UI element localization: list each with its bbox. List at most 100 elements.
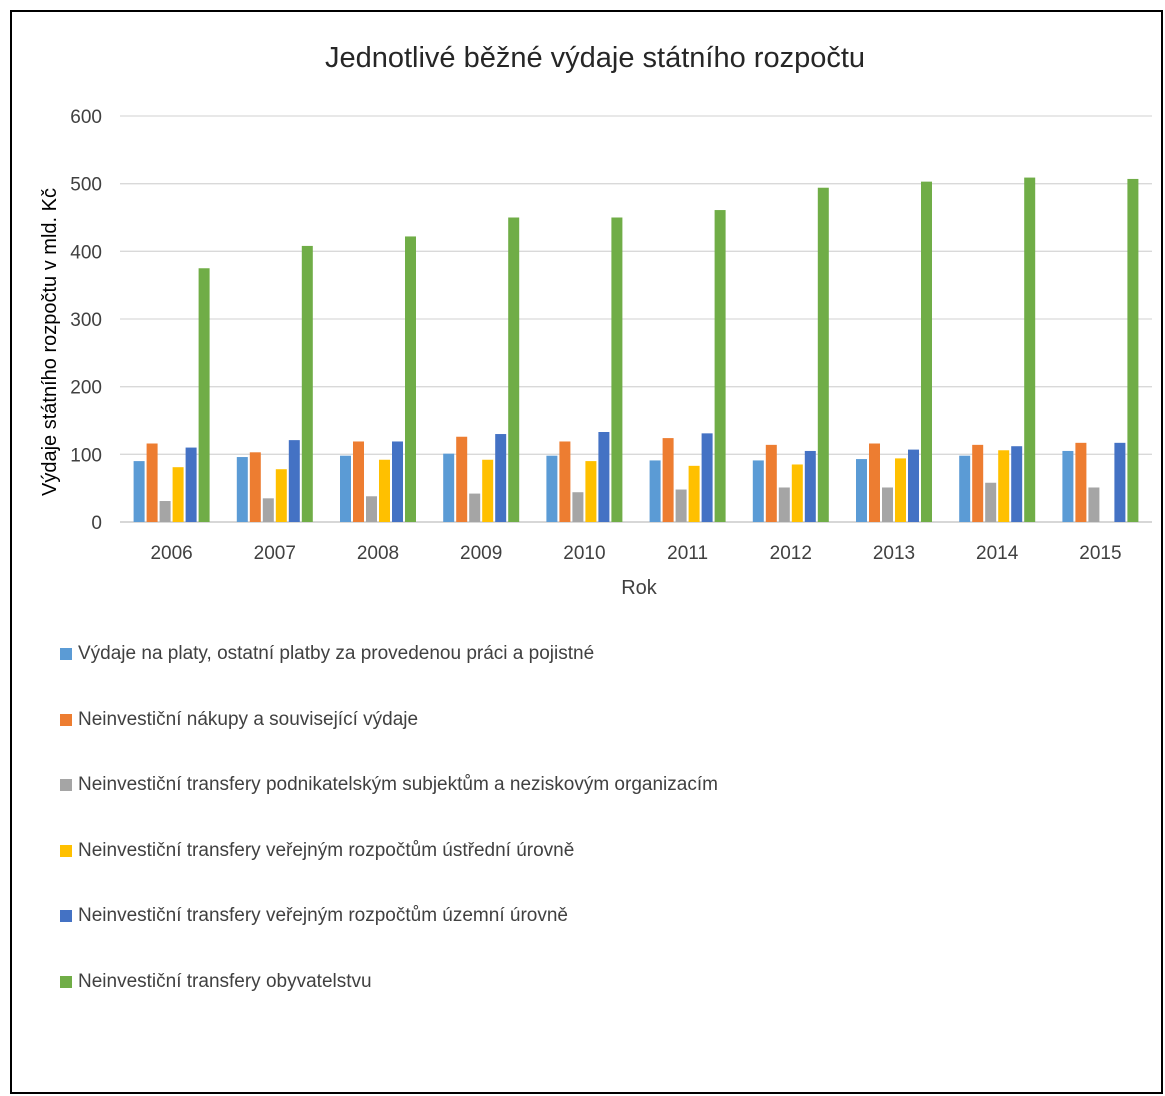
bar — [1127, 178, 1139, 522]
chart-svg: Jednotlivé běžné výdaje státního rozpočt… — [39, 42, 1152, 599]
bar — [649, 460, 661, 522]
y-tick-label: 600 — [70, 107, 102, 128]
x-tick-label: 2006 — [150, 543, 192, 564]
x-tick-label: 2014 — [976, 543, 1019, 564]
y-axis-ticks: 0 100 200 300 400 500 600 — [70, 107, 102, 534]
bar — [765, 444, 777, 522]
bar — [985, 482, 997, 522]
bar — [443, 453, 455, 522]
bar — [366, 496, 377, 522]
bar — [159, 501, 171, 522]
bar — [288, 440, 300, 522]
x-tick-label: 2009 — [460, 543, 502, 564]
bar — [405, 236, 416, 523]
bar — [262, 498, 274, 522]
bar — [340, 455, 351, 522]
legend-swatch — [60, 975, 72, 988]
bar — [1075, 442, 1087, 522]
bar — [701, 433, 713, 522]
legend-item: Neinvestiční transfery obyvatelstvu — [60, 970, 372, 994]
legend-swatch — [60, 713, 72, 726]
gridlines — [120, 115, 1152, 523]
legend-label: Výdaje na platy, ostatní platby za prove… — [78, 643, 595, 664]
bar — [714, 210, 726, 522]
legend-label: Neinvestiční transfery veřejným rozpočtů… — [78, 905, 568, 926]
bar — [546, 455, 558, 522]
y-tick-label: 400 — [70, 242, 102, 263]
bar — [198, 268, 210, 522]
bar — [972, 444, 984, 522]
bar — [869, 443, 880, 522]
legend-label: Neinvestiční transfery podnikatelským su… — [78, 774, 718, 795]
legend-label: Neinvestiční transfery obyvatelstvu — [78, 970, 372, 992]
bar — [353, 441, 364, 522]
bar — [1024, 177, 1036, 522]
bar — [1088, 487, 1100, 522]
legend-item: Neinvestiční nákupy a související výdaje — [60, 708, 418, 732]
bar — [895, 458, 906, 522]
y-tick-label: 200 — [70, 378, 102, 399]
bar — [456, 436, 468, 522]
x-tick-label: 2013 — [873, 543, 915, 564]
bar — [392, 441, 403, 522]
y-axis-label: Výdaje státního rozpočtu v mld. Kč — [39, 188, 61, 496]
bar — [559, 441, 571, 522]
x-tick-label: 2012 — [770, 543, 812, 564]
bar — [301, 245, 313, 523]
bar — [469, 493, 481, 522]
bar — [959, 455, 971, 522]
bar — [908, 449, 919, 522]
bar — [585, 461, 597, 522]
legend-label: Neinvestiční transfery veřejným rozpočtů… — [78, 839, 575, 861]
y-tick-label: 100 — [70, 445, 102, 466]
bars — [133, 177, 1139, 523]
bar — [998, 450, 1010, 522]
bar — [598, 432, 610, 522]
bar — [675, 489, 687, 522]
legend-label: Neinvestiční nákupy a související výdaje — [78, 708, 419, 730]
bar — [172, 467, 184, 522]
bar — [508, 217, 520, 522]
y-tick-label: 300 — [70, 310, 102, 331]
bar — [249, 452, 261, 522]
legend-swatch — [60, 910, 72, 922]
legend-swatch — [60, 648, 72, 660]
bar — [921, 181, 932, 523]
y-tick-label: 0 — [91, 513, 102, 534]
bar — [804, 450, 816, 522]
bar — [882, 487, 893, 522]
x-tick-label: 2011 — [667, 543, 708, 564]
bar — [572, 492, 584, 522]
bar — [752, 460, 764, 522]
bar — [817, 187, 829, 522]
bar — [146, 443, 158, 522]
bar — [133, 461, 145, 522]
bar — [1011, 446, 1023, 522]
bar — [275, 469, 287, 522]
bar — [778, 487, 790, 522]
bar — [1062, 450, 1074, 522]
x-tick-label: 2008 — [357, 543, 399, 564]
x-axis-ticks: 2006 2007 2008 2009 2010 2011 2012 2013 2014 2015 — [150, 543, 1121, 564]
chart-title: Jednotlivé běžné výdaje státního rozpočt… — [325, 42, 865, 74]
bar — [495, 434, 507, 522]
legend-swatch — [60, 779, 72, 791]
legend-item: Výdaje na platy, ostatní platby za prove… — [60, 642, 594, 666]
bar — [236, 457, 248, 522]
x-axis-label: Rok — [621, 577, 658, 599]
legend-item: Neinvestiční transfery veřejným rozpočtů… — [60, 904, 568, 928]
x-tick-label: 2015 — [1079, 543, 1121, 564]
bar — [482, 459, 494, 522]
bar — [688, 465, 700, 522]
bar — [791, 464, 803, 522]
bar — [662, 438, 674, 522]
bar — [611, 217, 623, 522]
legend-item: Neinvestiční transfery veřejným rozpočtů… — [60, 839, 574, 863]
bar — [185, 447, 197, 522]
bar — [1114, 442, 1126, 522]
y-tick-label: 500 — [70, 175, 102, 196]
bar — [856, 459, 867, 522]
bar — [379, 459, 390, 522]
chart-frame: Jednotlivé běžné výdaje státního rozpočt… — [10, 10, 1163, 1094]
x-tick-label: 2010 — [563, 543, 605, 564]
